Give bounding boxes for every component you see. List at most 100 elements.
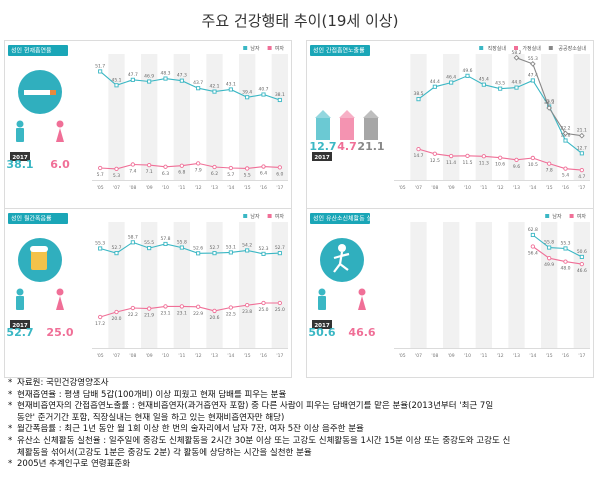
panel-tag-bg [8, 213, 68, 224]
series-line-male [100, 241, 280, 255]
data-point [579, 167, 584, 173]
data-label: 4.7 [578, 174, 585, 180]
data-label: 23.1 [160, 310, 170, 316]
data-label: 20.0 [111, 316, 121, 322]
female-figure-body [56, 128, 64, 142]
x-tick-label: '14 [227, 353, 234, 359]
data-point [163, 241, 168, 247]
beer-foam [30, 246, 48, 252]
x-tick-label: '12 [497, 353, 504, 359]
female-figure-icon [56, 120, 64, 128]
data-point [179, 304, 184, 309]
x-tick-label: '13 [513, 353, 520, 359]
runner-icon [320, 238, 364, 282]
highlight-value: 12.7 [309, 140, 336, 153]
data-point [563, 166, 568, 171]
data-point [277, 251, 282, 256]
x-tick-label: '12 [195, 185, 202, 191]
data-point [163, 76, 168, 81]
data-label: 5.7 [97, 172, 104, 178]
x-tick-label: '14 [227, 185, 234, 191]
data-label: 10.6 [495, 162, 505, 168]
year-band [541, 54, 558, 180]
data-point [261, 251, 266, 256]
legend-swatch [243, 46, 248, 50]
x-tick-label: '09 [448, 353, 455, 359]
highlight-value: 21.1 [357, 140, 384, 153]
data-label: 23.1 [177, 310, 187, 316]
data-point [228, 305, 233, 310]
panel-tag: 성인 월간폭음률 [11, 215, 52, 223]
data-point [277, 97, 282, 103]
data-label: 54.2 [242, 242, 252, 248]
year-band [239, 54, 256, 180]
legend-label: 남자 [250, 213, 260, 220]
data-point [563, 138, 568, 143]
data-label: 5.3 [113, 173, 120, 179]
data-label: 43.1 [226, 81, 236, 87]
data-label: 22.2 [560, 125, 570, 131]
year-badge-label: 2017 [314, 155, 329, 161]
highlight-value: 6.0 [50, 158, 70, 171]
data-label: 40.7 [258, 87, 268, 93]
data-point [245, 95, 250, 100]
highlight-value: 52.7 [6, 326, 33, 339]
x-tick-label: '12 [195, 353, 202, 359]
data-point [196, 86, 201, 91]
data-label: 55.3 [95, 240, 105, 246]
data-point [277, 165, 282, 170]
data-label: 9.6 [513, 164, 520, 170]
data-point [114, 309, 119, 315]
data-point [563, 259, 568, 264]
male-figure-body [16, 296, 24, 310]
female-figure-icon [358, 288, 366, 296]
data-label: 10.5 [528, 162, 538, 168]
data-point [261, 164, 266, 169]
office-building-icon [316, 118, 330, 140]
data-point [212, 164, 217, 170]
year-band [141, 222, 158, 348]
x-tick-label: '11 [480, 185, 487, 191]
data-point [416, 97, 421, 102]
legend-swatch [479, 46, 484, 50]
data-point [179, 245, 184, 250]
data-point [130, 305, 135, 311]
x-tick-label: '05 [399, 353, 406, 359]
data-label: 5.5 [244, 172, 251, 178]
data-point [261, 92, 266, 97]
male-figure-body [16, 128, 24, 142]
data-point [98, 69, 103, 74]
data-label: 20.6 [209, 315, 219, 321]
data-label: 25.0 [258, 307, 268, 313]
footnote: * 월간폭음률 : 최근 1년 동안 월 1회 이상 한 번의 술자리에서 남자 … [8, 424, 364, 435]
x-tick-label: '08 [431, 353, 438, 359]
x-tick-label: '08 [431, 185, 438, 191]
year-band [141, 54, 158, 180]
data-point [114, 83, 119, 88]
runner-head [338, 244, 346, 252]
x-tick-label: '14 [529, 185, 536, 191]
data-label: 57.8 [160, 236, 170, 242]
data-point [245, 166, 250, 171]
data-point [562, 130, 569, 137]
data-point [98, 314, 103, 320]
data-label: 23.8 [242, 309, 252, 315]
data-point [498, 86, 503, 91]
x-tick-label: '07 [415, 353, 422, 359]
data-label: 7.9 [195, 167, 202, 173]
x-tick-label: '16 [260, 353, 267, 359]
data-point [546, 105, 553, 111]
year-band [573, 222, 590, 348]
panel-tag: 성인 현재흡연율 [11, 47, 52, 55]
data-label: 55.3 [560, 240, 570, 246]
beer-mug [31, 250, 47, 270]
legend-swatch [267, 214, 272, 218]
data-point [481, 154, 486, 159]
data-label: 62.8 [528, 227, 538, 233]
series-line-female [100, 302, 280, 318]
data-point [547, 161, 552, 166]
legend-swatch [569, 214, 574, 218]
legend-label: 남자 [250, 45, 260, 52]
year-band [206, 54, 223, 180]
page-title: 주요 건강행태 추이(19세 이상) [201, 12, 399, 30]
